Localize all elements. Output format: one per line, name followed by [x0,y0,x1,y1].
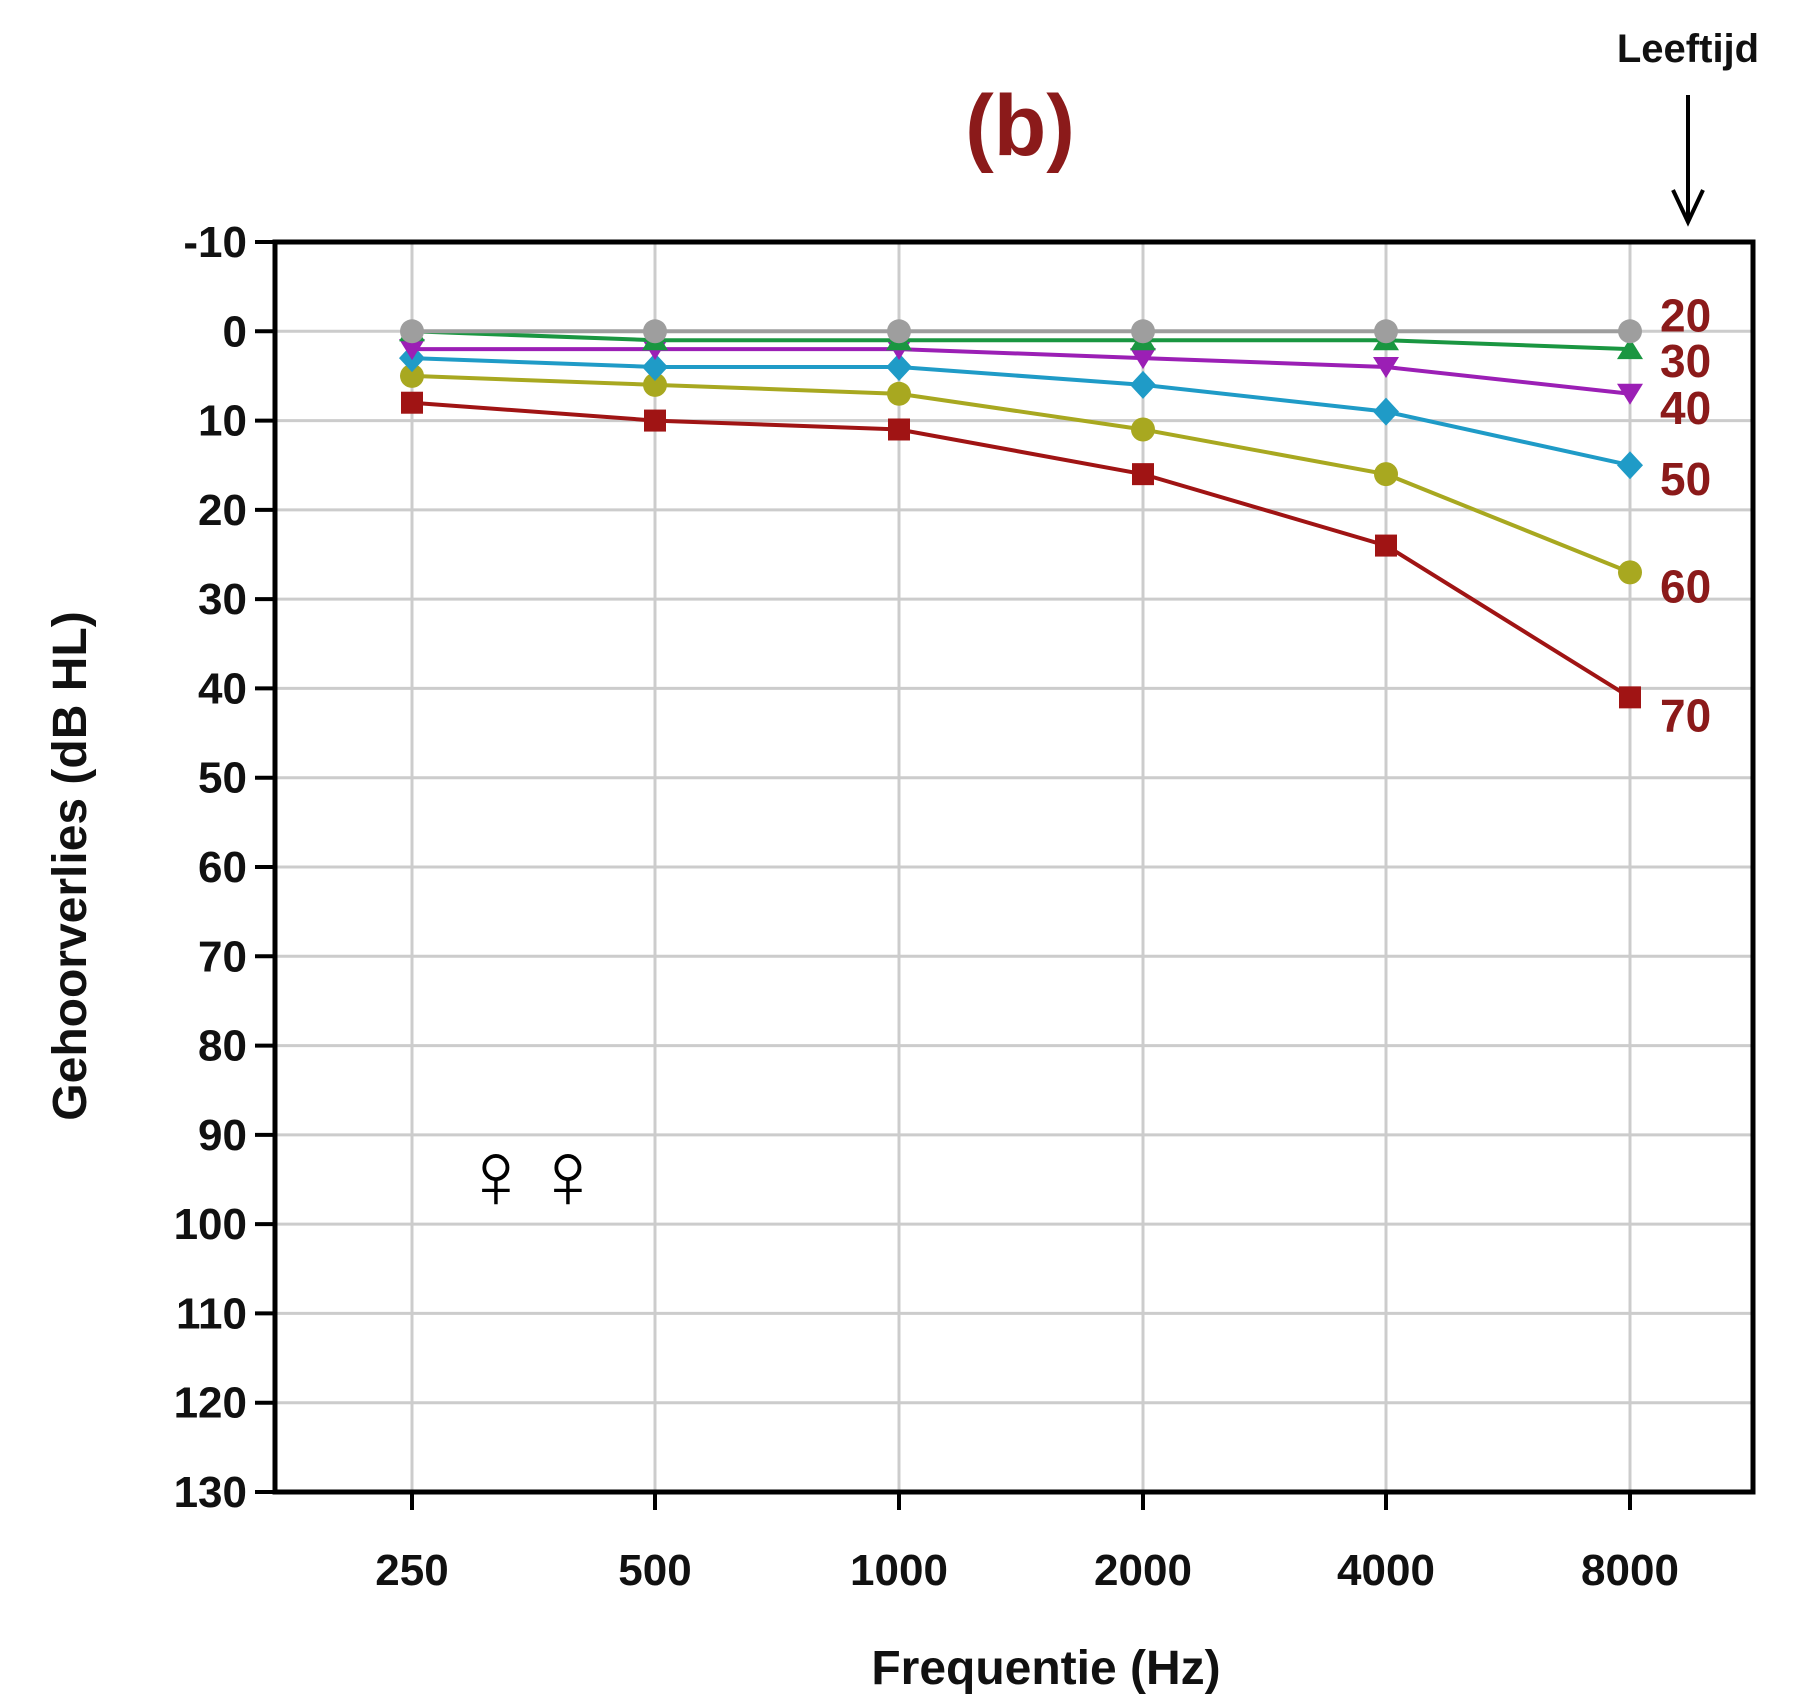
y-tick-label: 90 [198,1111,247,1160]
x-tick-label: 8000 [1581,1546,1679,1595]
data-point [399,339,425,361]
x-axis-title: Frequentie (Hz) [871,1642,1220,1695]
data-point [1132,463,1154,486]
series-line [411,329,1631,352]
plot-frame [272,239,1756,1495]
data-point [1619,686,1641,709]
data-point [643,372,667,397]
series-line [411,356,1631,468]
age-header: Leeftijd [1617,27,1759,71]
series-60 [400,363,1642,585]
data-point [1130,348,1156,370]
series-line [412,347,1631,396]
panel-label: (b) [965,78,1075,174]
series-label-20: 20 [1660,289,1711,341]
series-label-50: 50 [1660,453,1711,505]
data-point [886,353,912,381]
y-tick-label: 110 [176,1289,247,1338]
y-tick-label: 130 [174,1468,247,1517]
x-tick-labels: 250 500 1000 2000 4000 8000 [375,1546,1679,1595]
x-tick-label: 2000 [1094,1546,1192,1595]
data-point [1130,370,1156,399]
data-point [1373,357,1399,378]
y-tick-label: 120 [174,1379,247,1428]
data-series [399,319,1643,709]
series-label-30: 30 [1660,335,1711,387]
series-label-60: 60 [1660,560,1711,612]
data-point [888,418,910,441]
data-point [400,363,424,388]
y-tick-labels: -10 0 10 20 30 40 50 60 70 80 90 100 110 120 130 [174,218,247,1517]
series-label-70: 70 [1660,689,1711,741]
data-point [1617,338,1643,360]
data-point [1617,451,1643,480]
data-point [1375,534,1397,557]
data-point [644,409,666,432]
series-70 [401,391,1641,709]
series-label-40: 40 [1660,382,1711,434]
series-20 [400,319,1642,344]
x-tick-label: 4000 [1337,1546,1435,1595]
series-line [411,400,1632,700]
y-tick-label: 20 [198,486,247,535]
y-axis-title: Gehoorverlies (dB HL) [44,611,97,1120]
y-tick-label: -10 [183,218,247,267]
y-tick-label: 10 [198,397,247,446]
data-point [1131,319,1155,344]
y-tick-label: 50 [198,754,247,803]
data-point [1374,462,1398,487]
y-tick-label: 60 [198,843,247,892]
y-tick-label: 80 [198,1022,247,1071]
x-tick-label: 500 [618,1546,691,1595]
y-tick-label: 40 [198,664,247,713]
grid-lines [255,240,1753,1510]
series-40 [399,339,1643,405]
x-tick-label: 250 [375,1546,448,1595]
data-point [1618,319,1642,344]
data-point [642,353,668,381]
data-point [1617,383,1643,405]
data-point [643,319,667,344]
female-symbols: ♀♀ [460,1122,604,1229]
data-point [887,381,911,406]
y-tick-label: 0 [223,307,247,356]
data-point [1374,319,1398,344]
data-point [401,391,423,414]
series-line [411,373,1631,575]
data-point [1131,417,1155,442]
age-arrow [1671,95,1705,227]
y-tick-label: 30 [198,575,247,624]
x-tick-label: 1000 [850,1546,948,1595]
y-tick-label: 100 [174,1200,247,1249]
data-point [400,319,424,344]
y-tick-label: 70 [198,932,247,981]
data-point [887,319,911,344]
data-point [1373,397,1399,426]
data-point [1618,560,1642,585]
